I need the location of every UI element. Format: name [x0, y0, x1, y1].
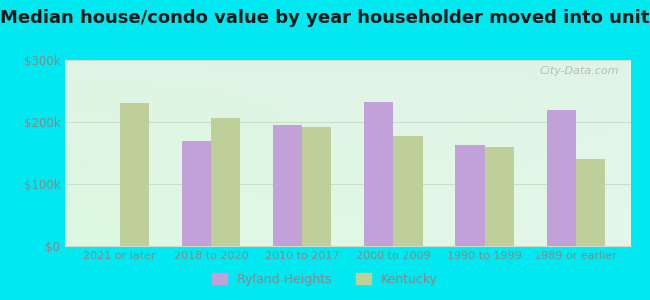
- Bar: [364, 102, 393, 246]
- Text: Median house/condo value by year householder moved into unit: Median house/condo value by year househo…: [0, 9, 650, 27]
- Bar: [302, 127, 332, 246]
- Bar: [211, 118, 240, 246]
- Bar: [456, 145, 484, 246]
- Bar: [547, 110, 576, 246]
- Legend: Ryland Heights, Kentucky: Ryland Heights, Kentucky: [207, 268, 443, 291]
- Bar: [273, 125, 302, 246]
- Bar: [182, 141, 211, 246]
- Bar: [393, 136, 422, 246]
- Bar: [120, 103, 149, 246]
- Bar: [576, 159, 605, 246]
- Bar: [484, 147, 514, 246]
- Text: City-Data.com: City-Data.com: [540, 66, 619, 76]
